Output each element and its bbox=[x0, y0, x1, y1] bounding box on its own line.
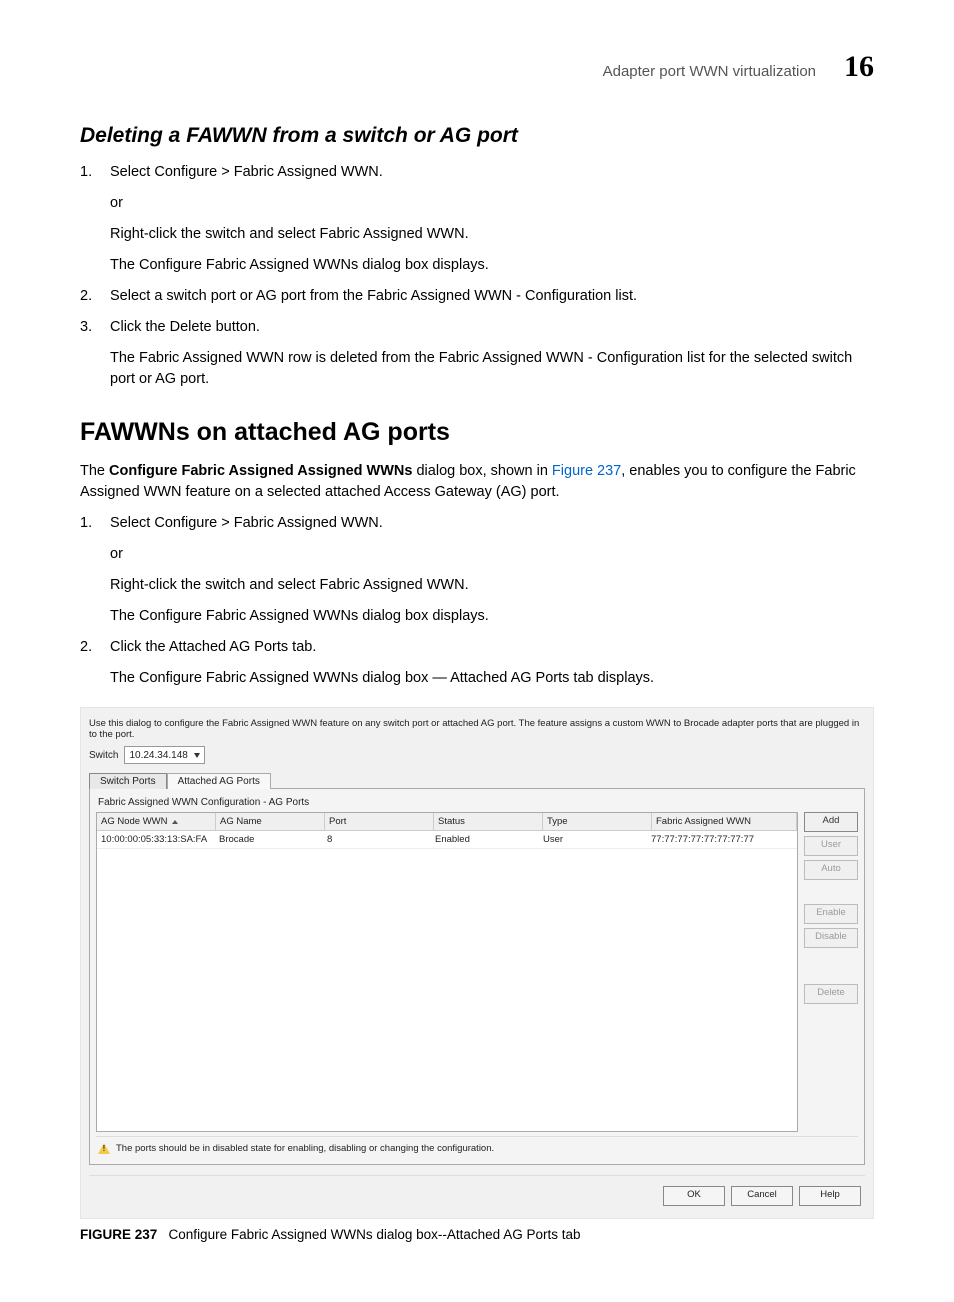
step-alt: Right-click the switch and select Fabric… bbox=[110, 575, 874, 596]
figure-link[interactable]: Figure 237 bbox=[552, 463, 621, 479]
running-title: Adapter port WWN virtualization bbox=[603, 63, 816, 80]
heading-deleting-fawwn: Deleting a FAWWN from a switch or AG por… bbox=[80, 124, 874, 148]
user-button[interactable]: User bbox=[804, 836, 858, 856]
config-panel: Fabric Assigned WWN Configuration - AG P… bbox=[89, 788, 865, 1165]
cell-status: Enabled bbox=[431, 831, 539, 848]
warning-text: The ports should be in disabled state fo… bbox=[116, 1143, 494, 1154]
heading-fawwns-attached: FAWWNs on attached AG ports bbox=[80, 418, 874, 447]
step-text: Select Configure > Fabric Assigned WWN. bbox=[110, 164, 383, 180]
intro-paragraph: The Configure Fabric Assigned Assigned W… bbox=[80, 461, 874, 503]
step-alt: Right-click the switch and select Fabric… bbox=[110, 224, 874, 245]
table-row[interactable]: 10:00:00:05:33:13:SA:FA Brocade 8 Enable… bbox=[97, 831, 797, 849]
switch-row: Switch 10.24.34.148 bbox=[89, 746, 865, 764]
col-port[interactable]: Port bbox=[325, 813, 434, 830]
add-button[interactable]: Add bbox=[804, 812, 858, 832]
step-1: Select Configure > Fabric Assigned WWN. … bbox=[80, 162, 874, 276]
step-result: The Configure Fabric Assigned WWNs dialo… bbox=[110, 606, 874, 627]
step-result: The Configure Fabric Assigned WWNs dialo… bbox=[110, 255, 874, 276]
step-3: Click the Delete button. The Fabric Assi… bbox=[80, 317, 874, 390]
switch-dropdown[interactable]: 10.24.34.148 bbox=[124, 746, 204, 764]
enable-button[interactable]: Enable bbox=[804, 904, 858, 924]
help-button[interactable]: Help bbox=[799, 1186, 861, 1206]
step-or: or bbox=[110, 544, 874, 565]
page-header: Adapter port WWN virtualization 16 bbox=[80, 50, 874, 84]
warning-row: The ports should be in disabled state fo… bbox=[96, 1136, 858, 1158]
cell-fawwn: 77:77:77:77:77:77:77:77 bbox=[647, 831, 797, 848]
dialog-screenshot: Use this dialog to configure the Fabric … bbox=[80, 707, 874, 1219]
step-2: Select a switch port or AG port from the… bbox=[80, 286, 874, 307]
cell-type: User bbox=[539, 831, 647, 848]
col-ag-name[interactable]: AG Name bbox=[216, 813, 325, 830]
tab-switch-ports[interactable]: Switch Ports bbox=[89, 773, 167, 789]
cell-ag-name: Brocade bbox=[215, 831, 323, 848]
table-header: AG Node WWN AG Name Port Status Type Fab… bbox=[97, 813, 797, 831]
dialog-footer: OK Cancel Help bbox=[89, 1175, 865, 1210]
step-result: The Configure Fabric Assigned WWNs dialo… bbox=[110, 668, 874, 689]
chapter-number: 16 bbox=[844, 50, 874, 84]
step-or: or bbox=[110, 193, 874, 214]
col-fawwn[interactable]: Fabric Assigned WWN bbox=[652, 813, 797, 830]
step-result: The Fabric Assigned WWN row is deleted f… bbox=[110, 348, 874, 390]
side-button-panel: Add User Auto Enable Disable Delete bbox=[804, 812, 858, 1132]
cell-ag-node-wwn: 10:00:00:05:33:13:SA:FA bbox=[97, 831, 215, 848]
ok-button[interactable]: OK bbox=[663, 1186, 725, 1206]
delete-button[interactable]: Delete bbox=[804, 984, 858, 1004]
step-1: Select Configure > Fabric Assigned WWN. … bbox=[80, 513, 874, 627]
disable-button[interactable]: Disable bbox=[804, 928, 858, 948]
warning-icon bbox=[98, 1143, 110, 1154]
step-2: Click the Attached AG Ports tab. The Con… bbox=[80, 637, 874, 689]
col-ag-node-wwn[interactable]: AG Node WWN bbox=[97, 813, 216, 830]
tabs: Switch Ports Attached AG Ports bbox=[89, 772, 865, 788]
steps-deleting: Select Configure > Fabric Assigned WWN. … bbox=[80, 162, 874, 390]
switch-value: 10.24.34.148 bbox=[129, 750, 187, 761]
tab-attached-ag-ports[interactable]: Attached AG Ports bbox=[167, 773, 271, 789]
dialog-instruction: Use this dialog to configure the Fabric … bbox=[89, 716, 865, 746]
auto-button[interactable]: Auto bbox=[804, 860, 858, 880]
cell-port: 8 bbox=[323, 831, 431, 848]
config-table: AG Node WWN AG Name Port Status Type Fab… bbox=[96, 812, 798, 1132]
chevron-down-icon bbox=[194, 753, 200, 758]
col-type[interactable]: Type bbox=[543, 813, 652, 830]
panel-title: Fabric Assigned WWN Configuration - AG P… bbox=[96, 795, 858, 812]
steps-attached: Select Configure > Fabric Assigned WWN. … bbox=[80, 513, 874, 689]
cancel-button[interactable]: Cancel bbox=[731, 1186, 793, 1206]
switch-label: Switch bbox=[89, 750, 118, 761]
col-status[interactable]: Status bbox=[434, 813, 543, 830]
sort-asc-icon bbox=[172, 820, 178, 824]
